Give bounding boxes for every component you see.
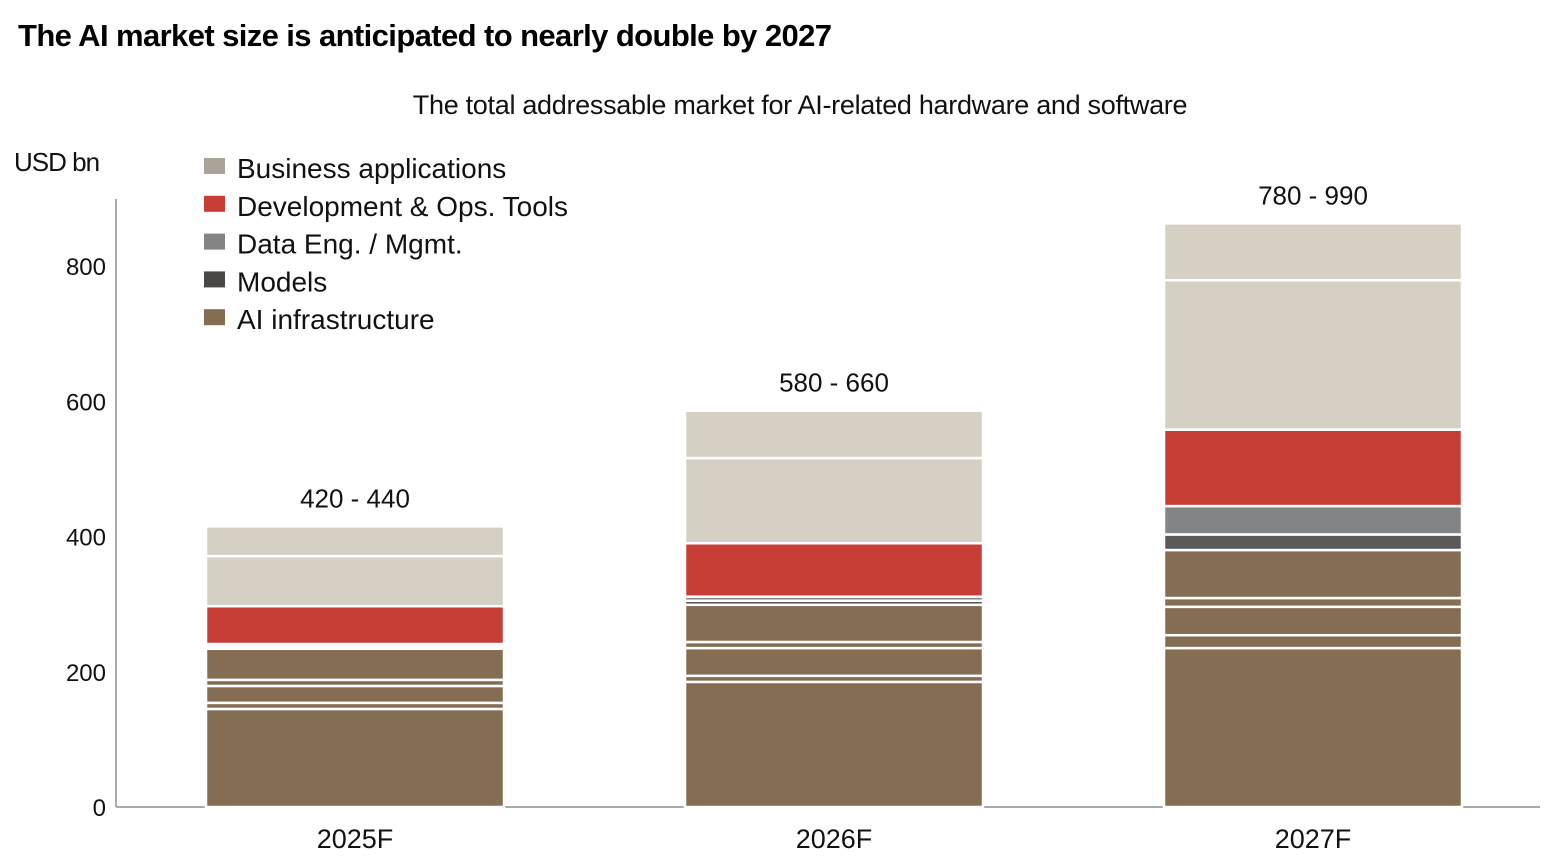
y-axis-unit-label: USD bn — [14, 147, 99, 177]
legend-swatch — [204, 271, 225, 288]
bar-segment — [683, 646, 985, 678]
chart-subtitle: The total addressable market for AI-rela… — [412, 90, 1188, 120]
legend-item: Business applications — [204, 153, 506, 184]
legend-label: Data Eng. / Mgmt. — [237, 229, 463, 260]
bar-segment — [204, 554, 506, 608]
chart-title: The AI market size is anticipated to nea… — [18, 18, 832, 53]
x-tick-label: 2027F — [1275, 824, 1352, 854]
bar-segment — [1162, 548, 1464, 600]
legend-label: Development & Ops. Tools — [237, 191, 568, 222]
bar-segment — [1162, 596, 1464, 609]
legend-label: Models — [237, 266, 327, 297]
legend-label: Business applications — [237, 153, 506, 184]
y-tick-label: 800 — [66, 254, 106, 281]
bar-segment — [1162, 222, 1464, 282]
bar-segment — [683, 603, 985, 644]
labels: 420 - 440 2025F 580 - 660 2026F 780 - 990 202… — [300, 180, 1368, 854]
legend-swatch — [204, 309, 225, 326]
bar-segment — [1162, 278, 1464, 431]
bar-segment — [204, 684, 506, 705]
legend: Business applications Development & Ops. … — [204, 153, 568, 335]
bars — [204, 222, 1464, 809]
legend-swatch — [204, 233, 225, 250]
legend-item: AI infrastructure — [204, 304, 435, 335]
bar-segment — [683, 680, 985, 809]
bar-stack-2027F — [1162, 222, 1464, 809]
bar-segment — [1162, 504, 1464, 536]
bar-stack-2025F — [204, 525, 506, 809]
bar-segment — [683, 542, 985, 598]
bar-segment — [1162, 428, 1464, 508]
y-tick-label: 200 — [66, 660, 106, 687]
x-tick-label: 2026F — [796, 824, 873, 854]
bar-segment — [1162, 646, 1464, 809]
bar-segment — [1162, 533, 1464, 552]
y-tick-label: 600 — [66, 389, 106, 416]
bar-stack-2026F — [683, 409, 985, 809]
bar-range-label: 580 - 660 — [779, 368, 889, 398]
axes: 0 200 400 600 800 USD bn — [14, 147, 1540, 822]
y-tick-label: 400 — [66, 525, 106, 552]
x-tick-label: 2025F — [317, 824, 394, 854]
legend-item: Development & Ops. Tools — [204, 191, 568, 222]
bar-segment — [204, 525, 506, 558]
legend-item: Models — [204, 266, 327, 297]
legend-swatch — [204, 195, 225, 212]
y-tick-label: 0 — [93, 795, 106, 822]
bar-range-label: 420 - 440 — [300, 483, 410, 513]
legend-item: Data Eng. / Mgmt. — [204, 229, 463, 260]
bar-segment — [204, 707, 506, 809]
bar-segment — [1162, 633, 1464, 650]
bar-segment — [683, 409, 985, 460]
legend-swatch — [204, 158, 225, 174]
bar-range-label: 780 - 990 — [1258, 180, 1368, 210]
bar-segment — [1162, 605, 1464, 637]
bar-segment — [204, 604, 506, 646]
legend-label: AI infrastructure — [237, 304, 435, 335]
bar-segment — [204, 647, 506, 682]
bar-segment — [683, 456, 985, 545]
